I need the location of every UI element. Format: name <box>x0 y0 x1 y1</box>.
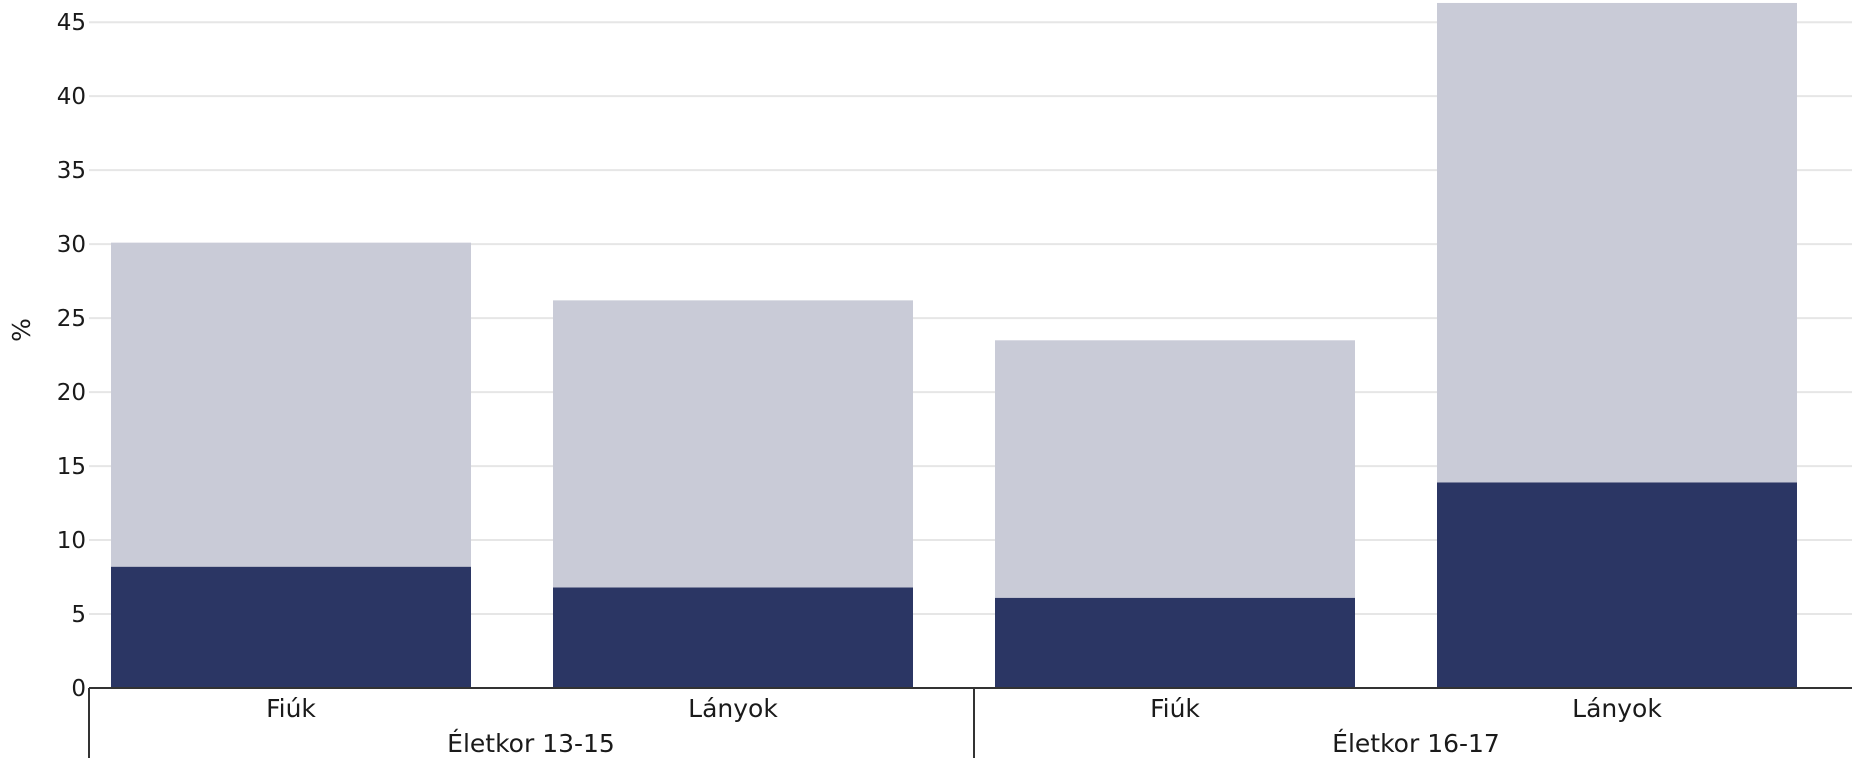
x-category-label: Fiúk <box>1150 694 1200 723</box>
x-group-label: Életkor 13-15 <box>447 729 615 758</box>
bar-segment-top <box>1437 2 1797 483</box>
axes <box>88 687 1852 758</box>
y-tick-label: 20 <box>57 380 86 406</box>
bars <box>111 2 1797 688</box>
y-tick-label: 40 <box>57 84 86 110</box>
x-group-label: Életkor 16-17 <box>1332 729 1500 758</box>
bar-segment-top <box>995 340 1355 598</box>
bar-segment-top <box>111 242 471 567</box>
bar-segment-bottom <box>553 587 913 688</box>
y-tick-label: 30 <box>57 232 86 258</box>
x-category-label: Lányok <box>1572 694 1662 723</box>
bar-segment-bottom <box>995 597 1355 688</box>
bar-segment-bottom <box>111 566 471 688</box>
y-axis-title: % <box>7 318 36 342</box>
y-tick-label: 15 <box>57 454 86 480</box>
x-category-label: Lányok <box>688 694 778 723</box>
y-tick-label: 35 <box>57 158 86 184</box>
y-tick-label: 5 <box>71 602 86 628</box>
x-category-label: Fiúk <box>266 694 316 723</box>
bar-segment-bottom <box>1437 482 1797 688</box>
y-tick-label: 25 <box>57 306 86 332</box>
x-axis-labels: Fiúk Lányok Fiúk Lányok Életkor 13-15 Életkor… <box>266 694 1662 758</box>
y-tick-label: 45 <box>57 10 86 36</box>
y-tick-label: 0 <box>71 676 86 702</box>
y-tick-labels: 0 5 10 15 20 25 30 35 40 45 <box>57 10 86 702</box>
y-tick-label: 10 <box>57 528 86 554</box>
bar-segment-top <box>553 300 913 588</box>
